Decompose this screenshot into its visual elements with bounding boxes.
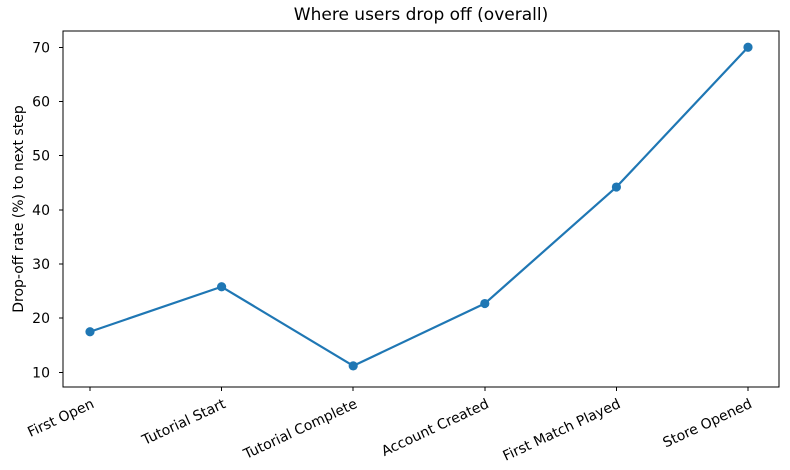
x-tick-label: First Open	[25, 396, 96, 441]
data-point-marker	[217, 282, 227, 292]
axes-frame	[62, 30, 780, 388]
y-tick-label: 50	[32, 149, 50, 165]
y-tick-label: 60	[32, 94, 50, 110]
data-line	[88, 46, 750, 367]
y-tick-label: 40	[32, 203, 50, 219]
y-tick-label: 30	[32, 257, 50, 273]
x-tick-label: Tutorial Start	[139, 396, 229, 449]
data-point-marker	[743, 42, 753, 52]
x-tick-label: First Match Played	[501, 396, 624, 465]
chart-title: Where users drop off (overall)	[293, 5, 549, 25]
y-tick-label: 70	[32, 40, 50, 56]
x-tick-label: Store Opened	[661, 396, 755, 451]
data-point-marker	[611, 182, 622, 192]
y-tick-label: 10	[32, 365, 50, 381]
y-tick-label: 20	[32, 311, 50, 327]
data-point-marker	[85, 327, 95, 337]
data-point-marker	[348, 361, 358, 371]
data-point-marker	[480, 298, 490, 309]
x-tick-label: Account Created	[379, 396, 491, 460]
x-tick-label: Tutorial Complete	[240, 396, 359, 463]
